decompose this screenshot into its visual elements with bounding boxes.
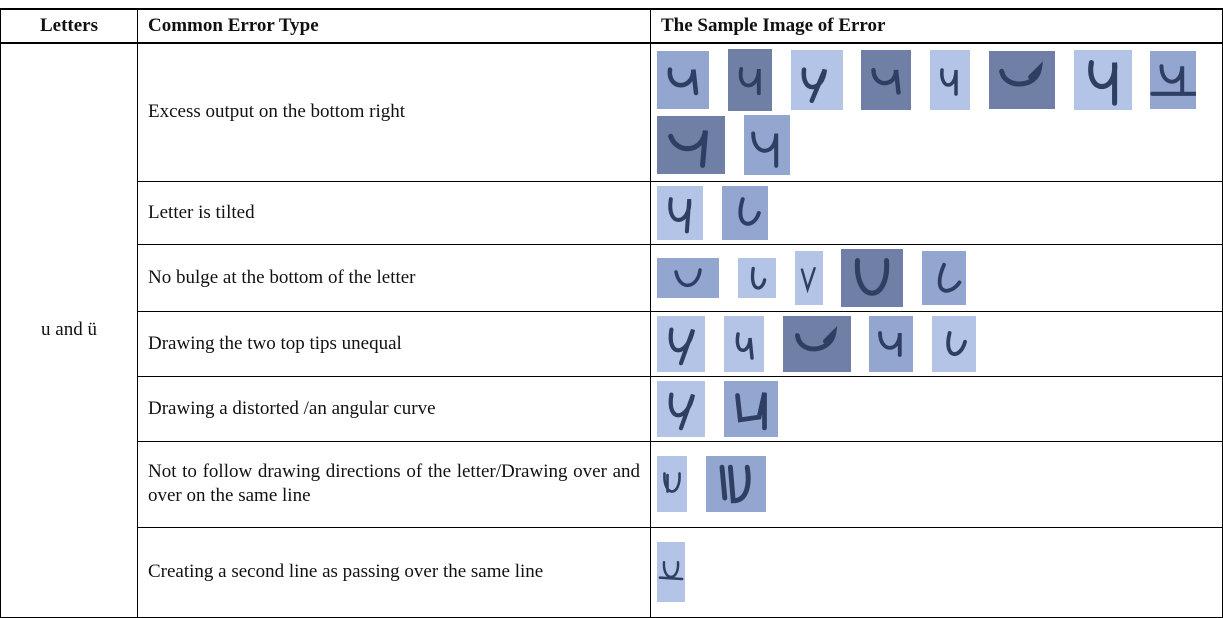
sample-image	[869, 315, 914, 372]
sample-image	[727, 49, 772, 112]
sample-image	[657, 257, 719, 298]
sample-image	[841, 248, 904, 307]
sample-image	[782, 315, 851, 372]
sample-image	[790, 50, 843, 111]
image-cell	[650, 527, 1223, 618]
sample-image	[1073, 50, 1132, 111]
sample-image	[932, 315, 976, 372]
sample-image	[743, 115, 790, 176]
table-row: Drawing a distorted /an angular curve	[1, 376, 1223, 442]
error-type: No bulge at the bottom of the letter	[137, 244, 651, 312]
sample-image	[721, 185, 768, 240]
error-type: Letter is tilted	[137, 181, 651, 245]
sample-image	[794, 250, 823, 305]
image-cell	[650, 441, 1223, 528]
page: Letters Common Error Type The Sample Ima…	[0, 8, 1223, 618]
sample-image	[657, 456, 687, 512]
sample-image	[861, 50, 912, 111]
table-row: Creating a second line as passing over t…	[1, 527, 1223, 618]
image-cell	[650, 181, 1223, 245]
sample-image	[988, 51, 1055, 110]
sample-image	[737, 257, 776, 298]
error-type: Creating a second line as passing over t…	[137, 527, 651, 618]
sample-image	[657, 185, 703, 240]
error-type: Drawing the two top tips unequal	[137, 311, 651, 377]
sample-image	[1150, 51, 1199, 110]
sample-image	[922, 250, 966, 305]
image-cell	[650, 376, 1223, 442]
image-cell	[650, 244, 1223, 312]
table-row: No bulge at the bottom of the letter	[1, 244, 1223, 312]
header-cell: The Sample Image of Error	[650, 8, 1223, 44]
header-cell: Letters	[0, 8, 138, 44]
error-type: Excess output on the bottom right	[137, 43, 651, 182]
header-cell: Common Error Type	[137, 8, 651, 44]
sample-image	[930, 50, 970, 111]
image-cell	[650, 311, 1223, 377]
sample-image	[723, 315, 764, 372]
sample-image	[657, 542, 685, 602]
header-row: Letters Common Error Type The Sample Ima…	[0, 8, 1223, 44]
sample-image	[657, 315, 705, 372]
sample-image	[657, 51, 709, 110]
table-row: Drawing the two top tips unequal	[1, 311, 1223, 377]
table-row: Letter is tilted	[1, 181, 1223, 245]
error-type: Not to follow drawing directions of the …	[137, 441, 651, 528]
image-cell	[650, 43, 1223, 182]
sample-image	[723, 380, 778, 437]
table-row: Not to follow drawing directions of the …	[1, 441, 1223, 528]
table-row: u and ü Excess output on the bottom righ…	[0, 43, 1223, 618]
error-type: Drawing a distorted /an angular curve	[137, 376, 651, 442]
sample-image	[657, 116, 725, 175]
sample-image	[657, 380, 705, 437]
letters-cell: u and ü	[0, 43, 138, 618]
sample-image	[705, 456, 766, 512]
error-table: Letters Common Error Type The Sample Ima…	[0, 8, 1223, 618]
